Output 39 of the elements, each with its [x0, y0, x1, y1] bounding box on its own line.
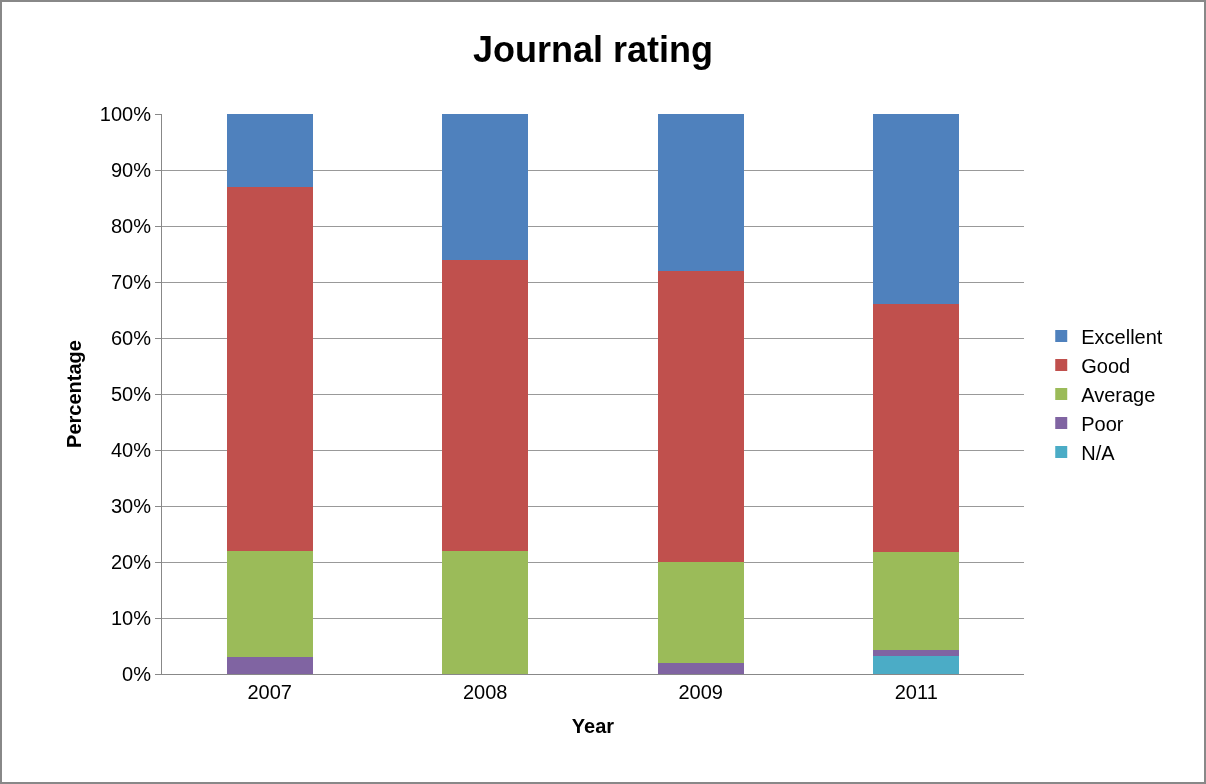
- chart-title: Journal rating: [472, 29, 714, 71]
- legend-label: Average: [1081, 383, 1156, 406]
- bar: [873, 303, 960, 552]
- bar: [657, 270, 744, 562]
- y-tick-label: 30%: [110, 495, 152, 517]
- legend-label: Good: [1081, 354, 1131, 377]
- y-tick-label: 90%: [110, 159, 152, 181]
- y-tick-label: 100%: [99, 103, 152, 125]
- x-tick-label: 2007: [247, 681, 292, 703]
- x-tick-label: 2008: [463, 681, 508, 703]
- bar: [226, 186, 313, 551]
- bar: [873, 114, 960, 304]
- x-tick-label: 2011: [894, 681, 938, 703]
- legend-label: N/A: [1081, 441, 1116, 464]
- y-tick-label: 20%: [110, 551, 152, 573]
- y-tick-label: 10%: [110, 607, 152, 629]
- bar: [442, 259, 529, 551]
- bar: [226, 550, 313, 658]
- bar: [873, 656, 960, 674]
- y-tick-label: 60%: [110, 327, 152, 349]
- x-tick-label: 2009: [678, 681, 723, 703]
- bar: [442, 114, 529, 260]
- x-axis-title: Year: [571, 714, 615, 737]
- legend-label: Poor: [1081, 412, 1124, 435]
- y-tick-label: 40%: [110, 439, 152, 461]
- y-tick-label: 80%: [110, 215, 152, 237]
- legend-label: Excellent: [1081, 325, 1163, 348]
- y-axis-title: Percentage: [63, 340, 86, 448]
- bar: [226, 114, 313, 187]
- bar: [442, 550, 529, 674]
- bar: [873, 551, 960, 650]
- y-tick-label: 70%: [110, 271, 152, 293]
- bar: [873, 649, 960, 657]
- bar: [657, 114, 744, 271]
- bar: [657, 562, 744, 663]
- y-tick-label: 50%: [110, 383, 152, 405]
- bar: [657, 662, 744, 674]
- y-tick-label: 0%: [122, 663, 152, 685]
- bar: [226, 657, 313, 674]
